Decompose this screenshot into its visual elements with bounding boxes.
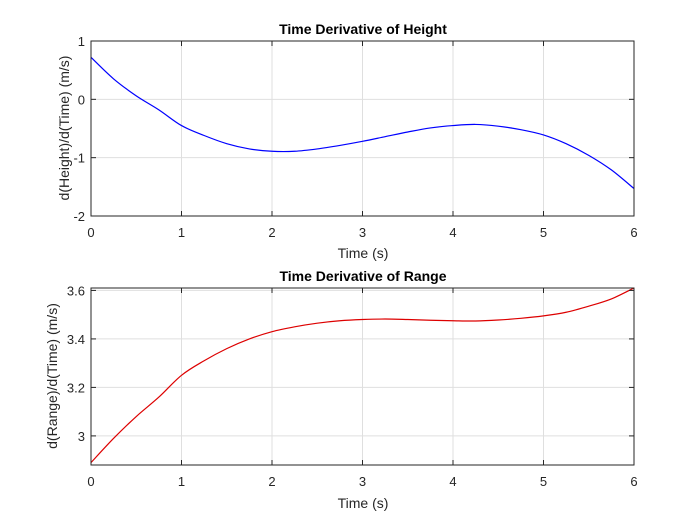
x-tick-label: 1: [178, 225, 185, 240]
series-line: [90, 56, 635, 190]
range-derivative-plot: Time Derivative of Range 0 1 2 3 4 5 6 3 3.2 3.4 3…: [44, 268, 638, 511]
y-tick-label: 1: [78, 34, 85, 49]
x-tick-label: 4: [449, 225, 456, 240]
axis-ticks: 0 1 2 3 4 5 6 -2 -1 0 1: [73, 34, 637, 240]
x-axis-label: Time (s): [338, 245, 389, 261]
y-axis-label: d(Height)/d(Time) (m/s): [56, 56, 72, 201]
series-line: [90, 287, 635, 463]
x-tick-label: 2: [268, 225, 275, 240]
x-tick-label: 2: [268, 474, 275, 489]
x-tick-label: 0: [87, 474, 94, 489]
plot-title: Time Derivative of Height: [279, 21, 447, 37]
y-tick-label: 3.2: [67, 380, 85, 395]
series-path: [90, 56, 635, 190]
x-tick-label: 5: [540, 474, 547, 489]
y-tick-label: 0: [78, 92, 85, 107]
grid: [90, 40, 635, 217]
x-tick-label: 6: [630, 225, 637, 240]
y-tick-label: 3: [78, 429, 85, 444]
x-axis-label: Time (s): [338, 495, 389, 511]
x-tick-label: 6: [630, 474, 637, 489]
y-tick-label: 3.6: [67, 283, 85, 298]
x-tick-label: 4: [449, 474, 456, 489]
height-derivative-plot: Time Derivative of Height 0 1 2 3 4 5 6-2-101 …: [56, 21, 638, 261]
plot-title: Time Derivative of Range: [279, 268, 446, 284]
y-tick-label: -2: [73, 209, 85, 224]
y-tick-label: 3.4: [67, 332, 85, 347]
y-axis-label: d(Range)/d(Time) (m/s): [44, 303, 60, 449]
x-tick-label: 0: [87, 225, 94, 240]
series-path: [90, 287, 635, 463]
x-tick-label: 1: [178, 474, 185, 489]
y-tick-label: -1: [73, 151, 85, 166]
x-tick-label: 3: [359, 225, 366, 240]
x-tick-label: 3: [359, 474, 366, 489]
x-tick-label: 5: [540, 225, 547, 240]
axis-ticks: 0 1 2 3 4 5 6 3 3.2 3.4 3.6: [67, 283, 638, 489]
